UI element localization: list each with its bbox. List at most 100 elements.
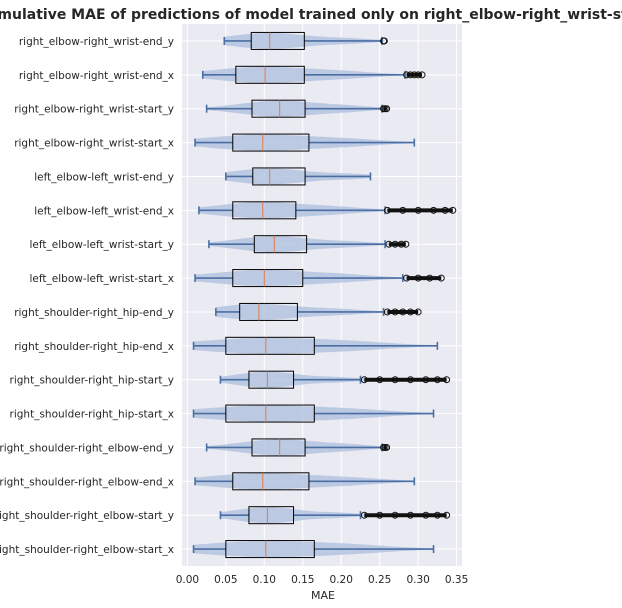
iqr-box bbox=[253, 235, 308, 254]
y-tick-label: right_elbow-right_wrist-start_y bbox=[14, 104, 174, 116]
outlier-point bbox=[406, 511, 414, 519]
outlier-point bbox=[399, 308, 407, 316]
outlier-point bbox=[380, 37, 388, 45]
x-tick-label: 0.25 bbox=[368, 574, 391, 586]
iqr-box bbox=[225, 540, 315, 559]
box-violin-right_shoulder-right_elbow-start_y bbox=[219, 506, 451, 525]
y-tick-label: right_shoulder-right_hip-end_y bbox=[14, 307, 174, 319]
box-violin-left_elbow-left_wrist-end_y bbox=[225, 167, 372, 186]
iqr-box bbox=[235, 65, 305, 84]
box-violin-right_shoulder-right_elbow-end_y bbox=[205, 438, 391, 457]
violin bbox=[225, 168, 371, 185]
y-tick-label: right_elbow-right_wrist-end_y bbox=[19, 36, 174, 48]
iqr-box bbox=[232, 472, 310, 491]
outlier-point bbox=[360, 376, 368, 384]
y-tick-label: left_elbow-left_wrist-start_x bbox=[30, 273, 174, 285]
x-tick-labels: 0.00 0.05 0.10 0.15 0.20 0.25 0.30 0.35 bbox=[176, 574, 469, 586]
y-tick-label: right_shoulder-right_elbow-start_x bbox=[0, 544, 174, 556]
x-tick-label: 0.05 bbox=[214, 574, 237, 586]
outlier-point bbox=[418, 71, 426, 79]
outlier-point bbox=[426, 274, 434, 282]
outlier-point bbox=[391, 511, 399, 519]
outlier-point bbox=[397, 240, 405, 248]
x-tick-label: 0.00 bbox=[176, 574, 199, 586]
outlier-point bbox=[406, 71, 414, 79]
box-violin-right_shoulder-right_hip-end_y bbox=[215, 302, 422, 321]
iqr-box bbox=[251, 99, 306, 118]
outlier-point bbox=[376, 511, 384, 519]
outlier-point bbox=[422, 511, 430, 519]
outlier-point bbox=[360, 511, 368, 519]
outlier-point bbox=[403, 274, 411, 282]
iqr-box bbox=[248, 506, 295, 525]
box-violin-right_shoulder-right_hip-end_x bbox=[192, 336, 439, 355]
y-tick-label: right_shoulder-right_elbow-start_y bbox=[0, 510, 174, 522]
box-violin-left_elbow-left_wrist-start_x bbox=[194, 269, 445, 288]
box-violin-left_elbow-left_wrist-end_x bbox=[198, 201, 457, 220]
y-tick-label: right_elbow-right_wrist-end_x bbox=[19, 70, 174, 82]
outlier-point bbox=[402, 240, 410, 248]
iqr-box bbox=[225, 336, 315, 355]
outlier-point bbox=[403, 71, 411, 79]
outlier-point bbox=[391, 376, 399, 384]
box-violin-right_shoulder-right_hip-start_x bbox=[192, 404, 435, 423]
outlier-point bbox=[414, 274, 422, 282]
box-violin-right_shoulder-right_hip-start_y bbox=[219, 370, 451, 389]
outlier-point bbox=[414, 308, 422, 316]
box-violin-right_shoulder-right_elbow-end_x bbox=[194, 472, 416, 491]
x-tick-label: 0.15 bbox=[291, 574, 314, 586]
iqr-box bbox=[232, 269, 304, 288]
y-tick-labels: right_elbow-right_wrist-end_y right_elbow… bbox=[0, 36, 174, 556]
outlier-point bbox=[443, 376, 451, 384]
chart-title: Cumulative MAE of predictions of model t… bbox=[0, 7, 622, 23]
iqr-box bbox=[251, 438, 306, 457]
outlier-point bbox=[406, 376, 414, 384]
outlier-point bbox=[383, 206, 391, 214]
outlier-point bbox=[383, 443, 391, 451]
x-tick-label: 0.10 bbox=[253, 574, 276, 586]
y-tick-label: right_shoulder-right_hip-start_x bbox=[10, 409, 174, 421]
iqr-box bbox=[239, 302, 298, 321]
outlier-point bbox=[449, 206, 457, 214]
outlier-point bbox=[399, 206, 407, 214]
y-tick-label: right_shoulder-right_hip-start_y bbox=[10, 375, 174, 387]
iqr-box bbox=[248, 370, 295, 389]
outlier-point bbox=[443, 511, 451, 519]
box-violin-right_shoulder-right_elbow-start_x bbox=[192, 540, 435, 559]
y-tick-label: right_shoulder-right_elbow-end_y bbox=[0, 442, 174, 454]
y-tick-label: right_shoulder-right_hip-end_x bbox=[14, 341, 174, 353]
box-violin-right_elbow-right_wrist-start_y bbox=[205, 99, 391, 118]
violin bbox=[193, 541, 434, 558]
y-tick-label: left_elbow-left_wrist-start_y bbox=[30, 239, 174, 251]
y-tick-label: left_elbow-left_wrist-end_y bbox=[34, 171, 174, 183]
outlier-point bbox=[430, 206, 438, 214]
x-tick-label: 0.20 bbox=[330, 574, 353, 586]
outlier-point bbox=[391, 308, 399, 316]
violin bbox=[193, 405, 434, 422]
iqr-box bbox=[232, 201, 297, 220]
x-tick-label: 0.30 bbox=[406, 574, 429, 586]
violin bbox=[195, 134, 415, 151]
x-tick-label: 0.35 bbox=[445, 574, 468, 586]
outlier-point bbox=[433, 376, 441, 384]
box-violin-right_elbow-right_wrist-start_x bbox=[194, 133, 416, 152]
box-violin-left_elbow-left_wrist-start_y bbox=[208, 235, 410, 254]
outlier-point bbox=[410, 71, 418, 79]
outlier-point bbox=[422, 376, 430, 384]
outlier-point bbox=[383, 105, 391, 113]
chart-marks bbox=[192, 31, 457, 559]
y-tick-label: right_elbow-right_wrist-start_x bbox=[14, 138, 174, 150]
outlier-point bbox=[414, 71, 422, 79]
outlier-point bbox=[433, 511, 441, 519]
box-violin-right_elbow-right_wrist-end_y bbox=[223, 31, 388, 50]
outlier-point bbox=[441, 206, 449, 214]
violin bbox=[195, 473, 415, 490]
outlier-point bbox=[414, 206, 422, 214]
iqr-box bbox=[252, 167, 306, 186]
y-tick-label: left_elbow-left_wrist-end_x bbox=[34, 205, 174, 217]
box-violin-right_elbow-right_wrist-end_x bbox=[201, 65, 426, 84]
outlier-point bbox=[406, 308, 414, 316]
y-tick-label: right_shoulder-right_elbow-end_x bbox=[0, 476, 174, 488]
outlier-point bbox=[383, 308, 391, 316]
